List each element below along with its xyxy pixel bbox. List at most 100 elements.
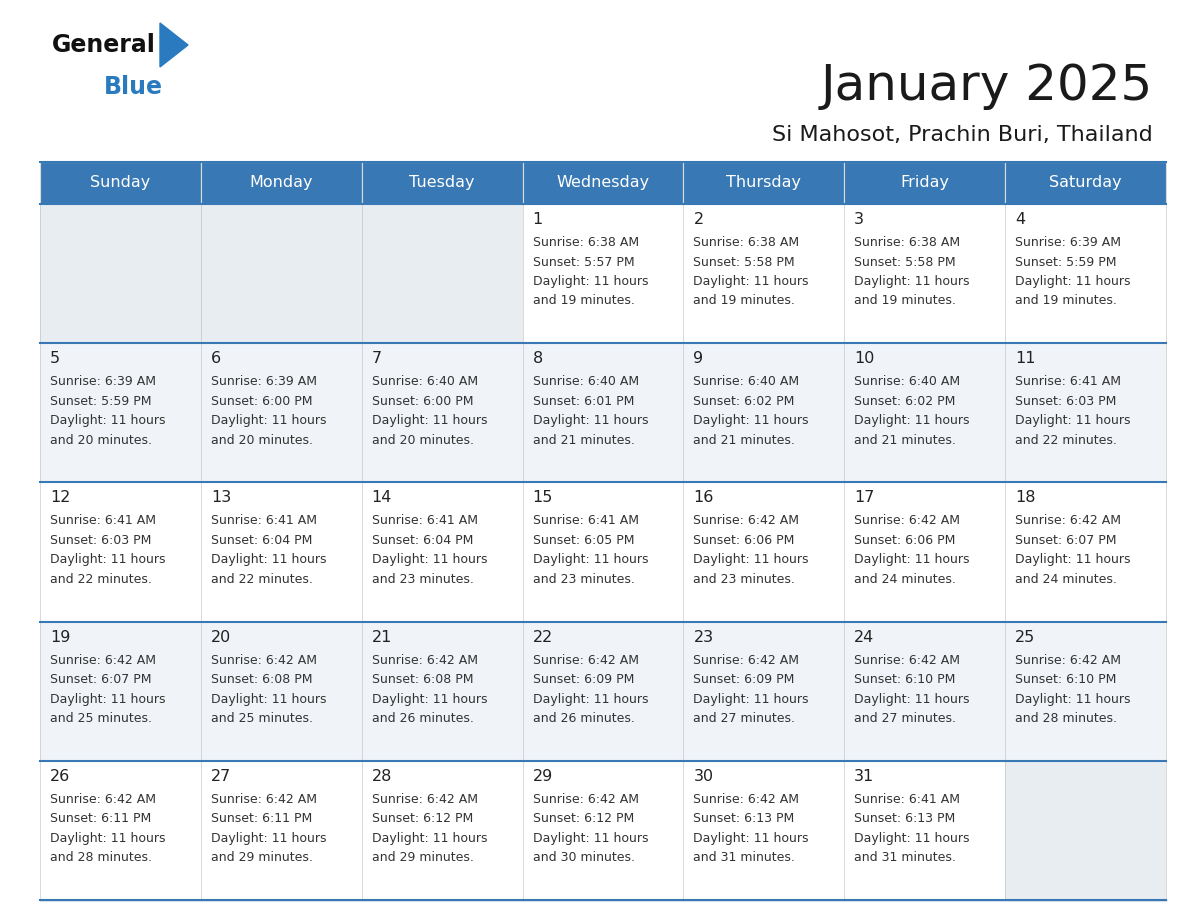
Text: and 19 minutes.: and 19 minutes. (532, 295, 634, 308)
Text: Sunset: 6:04 PM: Sunset: 6:04 PM (210, 534, 312, 547)
Text: 15: 15 (532, 490, 552, 506)
Text: Sunset: 6:12 PM: Sunset: 6:12 PM (372, 812, 473, 825)
Text: Daylight: 11 hours: Daylight: 11 hours (532, 554, 649, 566)
Bar (40, 162, 201, 204)
Text: Sunrise: 6:41 AM: Sunrise: 6:41 AM (50, 514, 156, 528)
Text: 30: 30 (694, 768, 714, 784)
Text: Sunrise: 6:38 AM: Sunrise: 6:38 AM (694, 236, 800, 249)
Text: and 25 minutes.: and 25 minutes. (50, 712, 152, 725)
Text: and 30 minutes.: and 30 minutes. (532, 851, 634, 865)
Text: Daylight: 11 hours: Daylight: 11 hours (854, 275, 969, 288)
Text: Sunrise: 6:42 AM: Sunrise: 6:42 AM (1015, 514, 1121, 528)
Bar (845, 621, 1005, 761)
Text: Daylight: 11 hours: Daylight: 11 hours (854, 414, 969, 427)
Text: Monday: Monday (249, 175, 312, 191)
Text: 21: 21 (372, 630, 392, 644)
Text: and 31 minutes.: and 31 minutes. (694, 851, 795, 865)
Bar (40, 204, 201, 343)
Text: Daylight: 11 hours: Daylight: 11 hours (694, 692, 809, 706)
Bar (201, 343, 361, 482)
Text: and 29 minutes.: and 29 minutes. (210, 851, 312, 865)
Text: Sunday: Sunday (90, 175, 151, 191)
Bar (523, 761, 683, 900)
Text: Sunrise: 6:42 AM: Sunrise: 6:42 AM (210, 654, 317, 666)
Bar (1005, 761, 1165, 900)
Bar (845, 761, 1005, 900)
Polygon shape (160, 23, 188, 67)
Text: Daylight: 11 hours: Daylight: 11 hours (1015, 275, 1131, 288)
Text: Daylight: 11 hours: Daylight: 11 hours (1015, 414, 1131, 427)
Bar (361, 343, 523, 482)
Text: 31: 31 (854, 768, 874, 784)
Text: 12: 12 (50, 490, 70, 506)
Text: and 19 minutes.: and 19 minutes. (1015, 295, 1117, 308)
Text: Daylight: 11 hours: Daylight: 11 hours (694, 414, 809, 427)
Text: Sunrise: 6:40 AM: Sunrise: 6:40 AM (694, 375, 800, 388)
Text: and 26 minutes.: and 26 minutes. (372, 712, 474, 725)
Text: Sunrise: 6:42 AM: Sunrise: 6:42 AM (372, 654, 478, 666)
Text: Sunset: 6:03 PM: Sunset: 6:03 PM (50, 534, 151, 547)
Text: Sunset: 6:06 PM: Sunset: 6:06 PM (854, 534, 955, 547)
Text: General: General (52, 33, 156, 57)
Text: and 20 minutes.: and 20 minutes. (372, 433, 474, 447)
Text: 18: 18 (1015, 490, 1036, 506)
Text: Daylight: 11 hours: Daylight: 11 hours (210, 832, 327, 845)
Bar (683, 621, 845, 761)
Text: Daylight: 11 hours: Daylight: 11 hours (694, 275, 809, 288)
Text: and 26 minutes.: and 26 minutes. (532, 712, 634, 725)
Bar (361, 761, 523, 900)
Text: Sunrise: 6:42 AM: Sunrise: 6:42 AM (372, 793, 478, 806)
Text: Daylight: 11 hours: Daylight: 11 hours (1015, 554, 1131, 566)
Bar (845, 482, 1005, 621)
Text: 14: 14 (372, 490, 392, 506)
Text: 4: 4 (1015, 212, 1025, 227)
Bar (1005, 482, 1165, 621)
Text: Sunset: 5:57 PM: Sunset: 5:57 PM (532, 255, 634, 268)
Text: Sunset: 6:12 PM: Sunset: 6:12 PM (532, 812, 634, 825)
Text: Sunset: 6:04 PM: Sunset: 6:04 PM (372, 534, 473, 547)
Bar (40, 761, 201, 900)
Text: Sunrise: 6:42 AM: Sunrise: 6:42 AM (694, 793, 800, 806)
Text: and 31 minutes.: and 31 minutes. (854, 851, 956, 865)
Text: Sunset: 5:59 PM: Sunset: 5:59 PM (1015, 255, 1117, 268)
Text: Sunrise: 6:40 AM: Sunrise: 6:40 AM (532, 375, 639, 388)
Text: 7: 7 (372, 352, 381, 366)
Text: Daylight: 11 hours: Daylight: 11 hours (50, 832, 165, 845)
Text: Sunrise: 6:42 AM: Sunrise: 6:42 AM (694, 514, 800, 528)
Text: 29: 29 (532, 768, 552, 784)
Text: Sunset: 6:13 PM: Sunset: 6:13 PM (854, 812, 955, 825)
Bar (683, 343, 845, 482)
Text: Daylight: 11 hours: Daylight: 11 hours (210, 414, 327, 427)
Bar (845, 204, 1005, 343)
Text: Sunrise: 6:41 AM: Sunrise: 6:41 AM (372, 514, 478, 528)
Bar (1005, 162, 1165, 204)
Text: Daylight: 11 hours: Daylight: 11 hours (854, 832, 969, 845)
Bar (361, 482, 523, 621)
Text: Daylight: 11 hours: Daylight: 11 hours (210, 692, 327, 706)
Text: and 24 minutes.: and 24 minutes. (1015, 573, 1117, 586)
Text: 22: 22 (532, 630, 552, 644)
Text: and 21 minutes.: and 21 minutes. (694, 433, 795, 447)
Text: Daylight: 11 hours: Daylight: 11 hours (50, 554, 165, 566)
Text: Daylight: 11 hours: Daylight: 11 hours (854, 554, 969, 566)
Bar (523, 482, 683, 621)
Text: Daylight: 11 hours: Daylight: 11 hours (532, 414, 649, 427)
Text: Sunset: 6:11 PM: Sunset: 6:11 PM (50, 812, 151, 825)
Text: Daylight: 11 hours: Daylight: 11 hours (694, 832, 809, 845)
Bar (683, 162, 845, 204)
Text: Sunrise: 6:41 AM: Sunrise: 6:41 AM (532, 514, 639, 528)
Text: 8: 8 (532, 352, 543, 366)
Text: Sunrise: 6:42 AM: Sunrise: 6:42 AM (210, 793, 317, 806)
Text: and 19 minutes.: and 19 minutes. (854, 295, 956, 308)
Text: and 23 minutes.: and 23 minutes. (532, 573, 634, 586)
Text: Sunset: 6:07 PM: Sunset: 6:07 PM (1015, 534, 1117, 547)
Text: 17: 17 (854, 490, 874, 506)
Text: and 23 minutes.: and 23 minutes. (372, 573, 474, 586)
Text: Daylight: 11 hours: Daylight: 11 hours (694, 554, 809, 566)
Text: 27: 27 (210, 768, 232, 784)
Text: and 20 minutes.: and 20 minutes. (210, 433, 312, 447)
Text: and 19 minutes.: and 19 minutes. (694, 295, 795, 308)
Bar (845, 343, 1005, 482)
Text: Sunrise: 6:39 AM: Sunrise: 6:39 AM (210, 375, 317, 388)
Bar (523, 204, 683, 343)
